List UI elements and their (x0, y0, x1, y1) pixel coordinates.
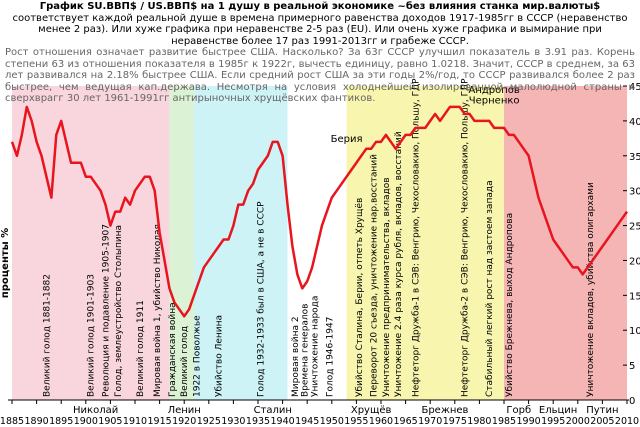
header: График SU.ВВП$ / US.ВВП$ на 1 душу в реа… (5, 1, 635, 105)
x-tick-label: 2005 (590, 416, 614, 427)
leader-label: Брежнев (421, 405, 468, 416)
top-label: Черненко (469, 95, 520, 106)
x-tick-label: 1950 (320, 416, 344, 427)
annotation: Голод, землеустройство Столыпина (114, 225, 124, 397)
y-axis-label: проценты % (0, 228, 11, 298)
x-tick-label: 1895 (49, 416, 73, 427)
data-line (10, 105, 629, 318)
annotation: Нефтеторг Дружба-1 в СЭВ: Венгрию, Чехос… (411, 78, 421, 397)
x-tick-label: 1955 (344, 416, 368, 427)
annotation: Голод 1946-1947 (325, 317, 335, 397)
x-tick-label: 1935 (246, 416, 270, 427)
era-region (169, 86, 195, 400)
era-region (12, 86, 170, 400)
annotation: Великий голод 1901-1903 (87, 274, 97, 397)
x-tick-label: 1905 (98, 416, 122, 427)
x-tick-label: 1915 (148, 416, 172, 427)
era-region (504, 86, 627, 400)
era-region (346, 86, 504, 400)
top-label: Андропов (469, 85, 520, 96)
chart-title: График SU.ВВП$ / US.ВВП$ на 1 душу в реа… (39, 1, 601, 12)
annotation: Стабильный легкий рост над застоем запад… (485, 180, 495, 397)
y-tick-label: 35 (629, 152, 640, 163)
top-label: Берия (331, 134, 363, 145)
y-tick-label: 10 (629, 326, 640, 337)
x-tick-label: 1900 (74, 416, 98, 427)
x-tick-label: 1885 (0, 416, 24, 427)
annotation: Великий голод 1881-1882 (42, 274, 52, 397)
y-tick-label: 40 (629, 117, 640, 128)
leader-label: Путин (586, 405, 618, 416)
x-tick-label: 1995 (541, 416, 565, 427)
x-tick-label: 1990 (517, 416, 541, 427)
annotation: Гражданская война (168, 302, 178, 397)
annotation: Уничтожение предпринимательства, вкладов (382, 177, 392, 397)
annotation: Уничтожение вкладов, убийства олигархами (586, 182, 596, 397)
x-tick-label: 2000 (566, 416, 590, 427)
x-tick-label: 1985 (492, 416, 516, 427)
x-tick-label: 1970 (418, 416, 442, 427)
leader-label: Горб (506, 405, 531, 416)
note: соответствует каждой реальной душе в вре… (12, 12, 628, 47)
x-tick-label: 1945 (295, 416, 319, 427)
annotation: Времена генералов (301, 304, 311, 398)
y-tick-label: 20 (629, 256, 640, 267)
annotation: Нефтеторг Дружба-2 в СЭВ: Венгрию, Чехос… (461, 78, 471, 397)
x-tick-label: 1960 (369, 416, 393, 427)
y-tick-label: 45 (629, 82, 640, 93)
x-tick-label: 2010 (615, 416, 639, 427)
annotation: Убийство Ленина (215, 315, 225, 397)
annotation: Великий голод (180, 326, 190, 397)
annotation: Революция и подавление 1905-1907 (101, 224, 111, 397)
annotation: Убийство Сталина, Берии, отпеть Хрущёв (355, 198, 365, 397)
subnote: Рост отношения означает развитие быстрее… (5, 47, 635, 104)
x-tick-label: 1975 (443, 416, 467, 427)
annotation: Убийство Брежнева, выход Андропова (505, 213, 515, 397)
y-tick-label: 25 (629, 222, 640, 233)
x-tick-label: 1965 (394, 416, 418, 427)
y-tick-label: 30 (629, 187, 640, 198)
x-tick-label: 1925 (197, 416, 221, 427)
x-tick-label: 1930 (221, 416, 245, 427)
annotation: Уничтожение народа (311, 296, 321, 397)
annotation: Уничтожение 2.4 раза курса рубля, вкладо… (394, 131, 404, 397)
annotation: Переворот 20 съезда, уничтожение нар.вос… (370, 154, 380, 397)
x-tick-label: 1910 (123, 416, 147, 427)
leader-label: Николай (73, 405, 118, 416)
x-tick-label: 1980 (467, 416, 491, 427)
annotation: Мировая война 2 (291, 316, 301, 397)
leader-label: Сталин (254, 405, 292, 416)
leader-label: Ельцин (539, 405, 577, 416)
leader-label: Хрущёв (351, 405, 392, 416)
y-tick-label: 15 (629, 291, 640, 302)
y-tick-label: 0 (629, 396, 635, 407)
leader-label: Ленин (168, 405, 201, 416)
annotation: Великий голод 1911 (136, 300, 146, 397)
x-tick-label: 1920 (172, 416, 196, 427)
era-region (194, 86, 288, 400)
y-tick-label: 5 (629, 361, 635, 372)
x-tick-label: 1940 (271, 416, 295, 427)
annotation: Голод 1932-1933 был в США, а не в СССР (256, 201, 266, 397)
annotation: 1922 в Поволжье (193, 315, 203, 397)
annotation: Мировая война 1, убийство Николая (153, 224, 163, 397)
x-tick-label: 1890 (25, 416, 49, 427)
